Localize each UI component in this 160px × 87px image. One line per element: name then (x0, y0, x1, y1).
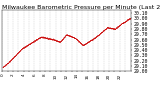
Text: Milwaukee Barometric Pressure per Minute (Last 24 Hours): Milwaukee Barometric Pressure per Minute… (2, 5, 160, 10)
